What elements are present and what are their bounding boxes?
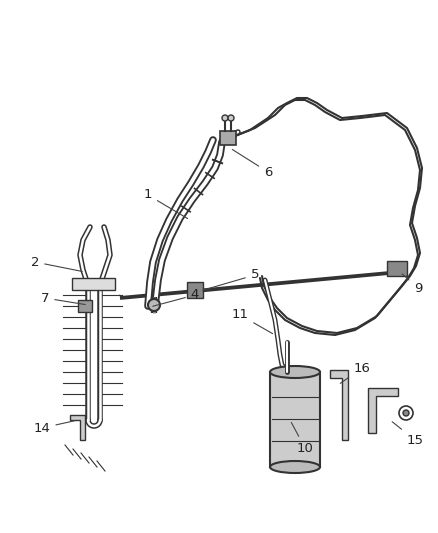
Text: 14: 14 (34, 421, 75, 434)
Text: 16: 16 (340, 361, 371, 383)
Text: 10: 10 (291, 423, 314, 455)
Polygon shape (70, 415, 85, 440)
Text: 1: 1 (144, 189, 187, 219)
Polygon shape (368, 388, 398, 433)
Ellipse shape (270, 366, 320, 378)
Text: 6: 6 (232, 149, 272, 179)
Text: 15: 15 (392, 422, 424, 447)
Text: 7: 7 (41, 292, 85, 304)
Circle shape (403, 410, 409, 416)
Circle shape (222, 115, 228, 121)
Text: 4: 4 (153, 288, 199, 306)
Circle shape (399, 406, 413, 420)
Text: 5: 5 (203, 269, 259, 290)
Text: 9: 9 (402, 274, 422, 295)
Circle shape (148, 299, 160, 311)
Polygon shape (72, 278, 115, 290)
FancyBboxPatch shape (78, 300, 92, 312)
Polygon shape (330, 370, 348, 440)
Ellipse shape (270, 461, 320, 473)
Text: 2: 2 (31, 255, 82, 271)
FancyBboxPatch shape (387, 261, 407, 276)
FancyBboxPatch shape (187, 282, 203, 298)
Text: 11: 11 (232, 309, 272, 334)
Bar (270, 372, 320, 467)
Circle shape (228, 115, 234, 121)
FancyBboxPatch shape (220, 131, 236, 145)
